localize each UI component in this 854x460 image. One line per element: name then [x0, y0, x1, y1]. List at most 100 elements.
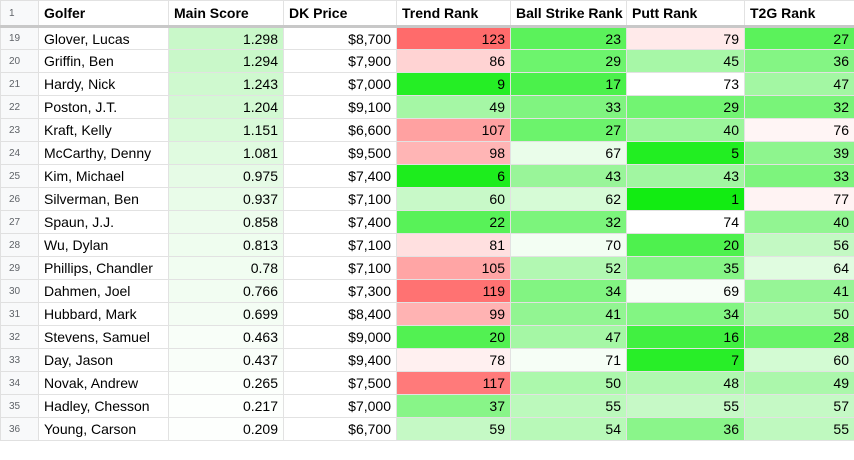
row-number[interactable]: 27 [0, 210, 39, 234]
trend-rank-cell[interactable]: 78 [396, 348, 511, 372]
putt-rank-cell[interactable]: 1 [626, 187, 745, 211]
t2g-rank-cell[interactable]: 36 [744, 49, 854, 73]
t2g-rank-cell[interactable]: 40 [744, 210, 854, 234]
t2g-rank-cell[interactable]: 39 [744, 141, 854, 165]
header-trend-rank[interactable]: Trend Rank [396, 0, 511, 27]
row-number[interactable]: 25 [0, 164, 39, 188]
header-golfer[interactable]: Golfer [38, 0, 169, 27]
t2g-rank-cell[interactable]: 47 [744, 72, 854, 96]
main-score-cell[interactable]: 1.294 [168, 49, 284, 73]
golfer-cell[interactable]: Hubbard, Mark [38, 302, 169, 326]
putt-rank-cell[interactable]: 69 [626, 279, 745, 303]
ball-strike-rank-cell[interactable]: 54 [510, 417, 627, 441]
t2g-rank-cell[interactable]: 64 [744, 256, 854, 280]
t2g-rank-cell[interactable]: 57 [744, 394, 854, 418]
main-score-cell[interactable]: 1.298 [168, 26, 284, 50]
ball-strike-rank-cell[interactable]: 55 [510, 394, 627, 418]
putt-rank-cell[interactable]: 35 [626, 256, 745, 280]
dk-price-cell[interactable]: $9,400 [283, 348, 397, 372]
t2g-rank-cell[interactable]: 28 [744, 325, 854, 349]
main-score-cell[interactable]: 0.217 [168, 394, 284, 418]
row-number[interactable]: 29 [0, 256, 39, 280]
main-score-cell[interactable]: 1.204 [168, 95, 284, 119]
golfer-cell[interactable]: Kim, Michael [38, 164, 169, 188]
dk-price-cell[interactable]: $7,400 [283, 164, 397, 188]
main-score-cell[interactable]: 1.243 [168, 72, 284, 96]
header-ball-strike-rank[interactable]: Ball Strike Rank [510, 0, 627, 27]
row-number[interactable]: 1 [0, 0, 39, 27]
trend-rank-cell[interactable]: 117 [396, 371, 511, 395]
dk-price-cell[interactable]: $9,000 [283, 325, 397, 349]
row-number[interactable]: 19 [0, 26, 39, 50]
putt-rank-cell[interactable]: 45 [626, 49, 745, 73]
dk-price-cell[interactable]: $7,400 [283, 210, 397, 234]
ball-strike-rank-cell[interactable]: 62 [510, 187, 627, 211]
dk-price-cell[interactable]: $7,100 [283, 187, 397, 211]
ball-strike-rank-cell[interactable]: 33 [510, 95, 627, 119]
row-number[interactable]: 31 [0, 302, 39, 326]
golfer-cell[interactable]: Novak, Andrew [38, 371, 169, 395]
row-number[interactable]: 22 [0, 95, 39, 119]
row-number[interactable]: 36 [0, 417, 39, 441]
putt-rank-cell[interactable]: 73 [626, 72, 745, 96]
t2g-rank-cell[interactable]: 50 [744, 302, 854, 326]
putt-rank-cell[interactable]: 7 [626, 348, 745, 372]
putt-rank-cell[interactable]: 20 [626, 233, 745, 257]
header-putt-rank[interactable]: Putt Rank [626, 0, 745, 27]
ball-strike-rank-cell[interactable]: 34 [510, 279, 627, 303]
putt-rank-cell[interactable]: 34 [626, 302, 745, 326]
t2g-rank-cell[interactable]: 55 [744, 417, 854, 441]
dk-price-cell[interactable]: $7,900 [283, 49, 397, 73]
row-number[interactable]: 23 [0, 118, 39, 142]
golfer-cell[interactable]: McCarthy, Denny [38, 141, 169, 165]
t2g-rank-cell[interactable]: 32 [744, 95, 854, 119]
main-score-cell[interactable]: 0.265 [168, 371, 284, 395]
row-number[interactable]: 21 [0, 72, 39, 96]
main-score-cell[interactable]: 0.975 [168, 164, 284, 188]
dk-price-cell[interactable]: $8,700 [283, 26, 397, 50]
putt-rank-cell[interactable]: 74 [626, 210, 745, 234]
main-score-cell[interactable]: 0.209 [168, 417, 284, 441]
dk-price-cell[interactable]: $6,700 [283, 417, 397, 441]
trend-rank-cell[interactable]: 20 [396, 325, 511, 349]
golfer-cell[interactable]: Phillips, Chandler [38, 256, 169, 280]
trend-rank-cell[interactable]: 22 [396, 210, 511, 234]
main-score-cell[interactable]: 0.813 [168, 233, 284, 257]
trend-rank-cell[interactable]: 59 [396, 417, 511, 441]
putt-rank-cell[interactable]: 5 [626, 141, 745, 165]
trend-rank-cell[interactable]: 60 [396, 187, 511, 211]
dk-price-cell[interactable]: $7,000 [283, 72, 397, 96]
ball-strike-rank-cell[interactable]: 17 [510, 72, 627, 96]
row-number[interactable]: 30 [0, 279, 39, 303]
t2g-rank-cell[interactable]: 41 [744, 279, 854, 303]
t2g-rank-cell[interactable]: 76 [744, 118, 854, 142]
dk-price-cell[interactable]: $7,300 [283, 279, 397, 303]
trend-rank-cell[interactable]: 86 [396, 49, 511, 73]
dk-price-cell[interactable]: $9,500 [283, 141, 397, 165]
t2g-rank-cell[interactable]: 56 [744, 233, 854, 257]
trend-rank-cell[interactable]: 81 [396, 233, 511, 257]
golfer-cell[interactable]: Hardy, Nick [38, 72, 169, 96]
dk-price-cell[interactable]: $7,100 [283, 233, 397, 257]
putt-rank-cell[interactable]: 36 [626, 417, 745, 441]
golfer-cell[interactable]: Young, Carson [38, 417, 169, 441]
main-score-cell[interactable]: 0.78 [168, 256, 284, 280]
row-number[interactable]: 32 [0, 325, 39, 349]
ball-strike-rank-cell[interactable]: 50 [510, 371, 627, 395]
ball-strike-rank-cell[interactable]: 52 [510, 256, 627, 280]
dk-price-cell[interactable]: $7,000 [283, 394, 397, 418]
main-score-cell[interactable]: 0.699 [168, 302, 284, 326]
row-number[interactable]: 26 [0, 187, 39, 211]
putt-rank-cell[interactable]: 55 [626, 394, 745, 418]
putt-rank-cell[interactable]: 43 [626, 164, 745, 188]
ball-strike-rank-cell[interactable]: 71 [510, 348, 627, 372]
main-score-cell[interactable]: 0.937 [168, 187, 284, 211]
header-t2g-rank[interactable]: T2G Rank [744, 0, 854, 27]
ball-strike-rank-cell[interactable]: 47 [510, 325, 627, 349]
golfer-cell[interactable]: Glover, Lucas [38, 26, 169, 50]
header-dk-price[interactable]: DK Price [283, 0, 397, 27]
row-number[interactable]: 20 [0, 49, 39, 73]
dk-price-cell[interactable]: $7,100 [283, 256, 397, 280]
row-number[interactable]: 33 [0, 348, 39, 372]
dk-price-cell[interactable]: $7,500 [283, 371, 397, 395]
